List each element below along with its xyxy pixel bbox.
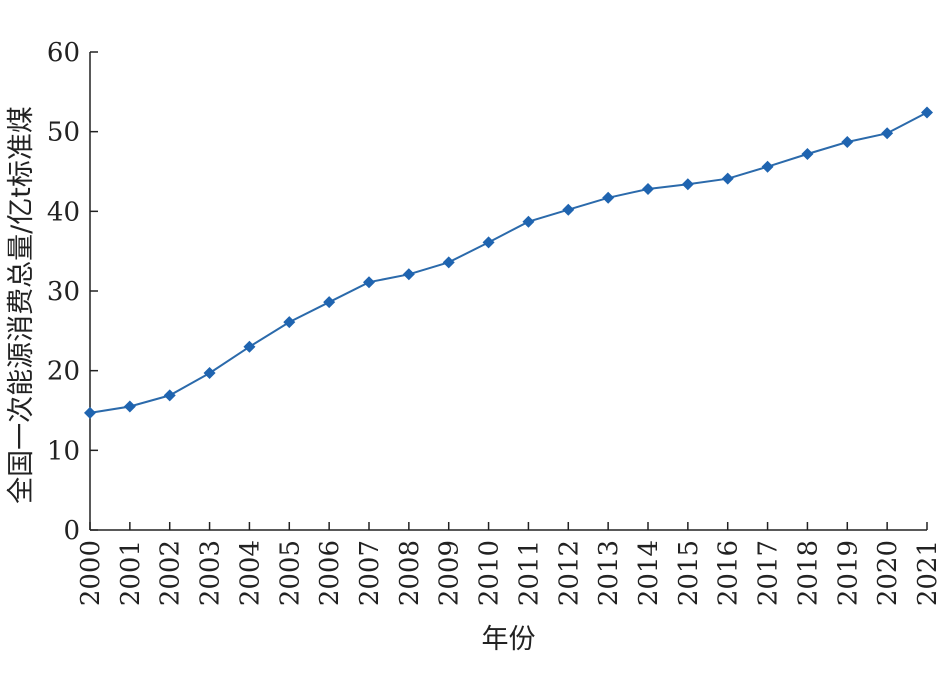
data-point-marker (482, 236, 495, 249)
data-point-marker (283, 316, 296, 329)
x-tick-label: 2005 (275, 540, 305, 606)
x-tick-label: 2018 (793, 540, 823, 606)
y-tick-label: 50 (47, 118, 80, 148)
data-point-marker (562, 203, 575, 216)
data-point-marker (442, 256, 455, 269)
x-tick-label: 2010 (475, 540, 505, 606)
y-tick-label: 40 (47, 197, 80, 227)
x-tick-label: 2009 (435, 540, 465, 606)
data-markers (84, 106, 933, 419)
x-axis-title: 年份 (482, 624, 536, 655)
y-tick-label: 20 (47, 357, 80, 387)
y-ticks: 0 10 20 30 40 50 60 (47, 38, 98, 546)
x-tick-label: 2020 (873, 540, 903, 606)
x-tick-label: 2013 (594, 540, 624, 606)
data-point-marker (642, 183, 654, 196)
x-tick-label: 2007 (355, 540, 385, 606)
x-tick-label: 2014 (634, 540, 664, 606)
data-point-marker (841, 136, 854, 149)
y-tick-label: 0 (63, 516, 80, 546)
x-tick-label: 2015 (674, 540, 704, 606)
data-point-marker (363, 276, 375, 289)
y-tick-label: 60 (47, 38, 80, 68)
data-point-marker (123, 400, 136, 413)
data-point-marker (243, 340, 256, 353)
data-point-marker (402, 268, 415, 281)
x-tick-label: 2008 (395, 540, 425, 606)
x-tick-label: 2011 (514, 540, 544, 606)
data-point-marker (921, 106, 933, 119)
y-tick-label: 10 (47, 436, 80, 466)
series-line (89, 111, 928, 414)
x-tick-label: 2003 (196, 540, 226, 606)
y-axis-title: 全国一次能源消费总量/亿t标准煤 (6, 106, 37, 504)
data-point-marker (203, 367, 216, 380)
data-point-marker (761, 160, 774, 173)
x-ticks: 2000 2001 2002 2003 2004 2005 2006 2007 2008 2009… (76, 522, 943, 606)
x-tick-label: 2000 (76, 540, 106, 606)
data-point-marker (323, 296, 336, 309)
x-tick-label: 2019 (833, 540, 863, 606)
data-point-marker (801, 147, 814, 160)
x-tick-label: 2001 (116, 540, 146, 606)
x-tick-label: 2016 (714, 540, 744, 606)
data-point-marker (163, 389, 176, 402)
y-tick-label: 30 (47, 277, 80, 307)
data-point-marker (881, 127, 894, 140)
data-point-marker (681, 178, 694, 191)
data-point-marker (84, 406, 96, 419)
data-point-marker (602, 191, 615, 204)
x-tick-label: 2012 (554, 540, 584, 606)
x-tick-label: 2006 (315, 540, 345, 606)
series (84, 106, 933, 419)
x-tick-label: 2002 (156, 540, 186, 606)
x-tick-label: 2017 (754, 540, 784, 606)
data-point-marker (522, 215, 535, 228)
x-tick-label: 2004 (235, 540, 265, 606)
x-tick-label: 2021 (913, 540, 943, 606)
data-point-marker (721, 172, 734, 185)
